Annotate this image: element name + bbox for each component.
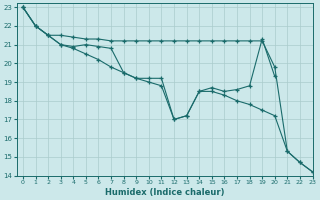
X-axis label: Humidex (Indice chaleur): Humidex (Indice chaleur) xyxy=(105,188,224,197)
